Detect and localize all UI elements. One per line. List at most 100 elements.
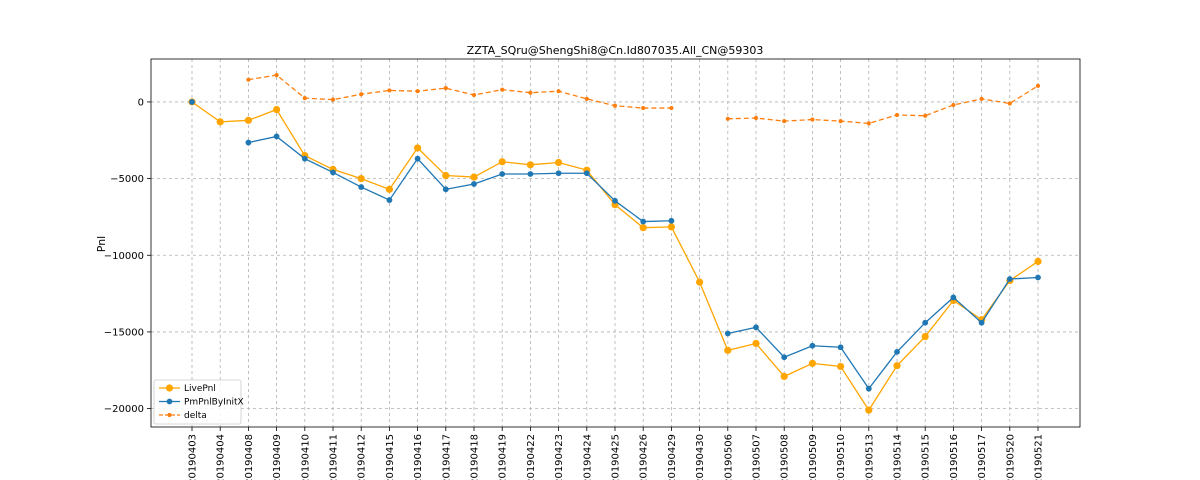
x-tick-label: 20190403 (188, 434, 199, 480)
data-point (301, 155, 308, 162)
data-point (386, 197, 393, 203)
data-point (950, 294, 957, 301)
data-point (443, 86, 448, 91)
data-point (273, 133, 280, 140)
x-tick-label: 20190412 (357, 434, 368, 480)
y-tick-label: −10000 (104, 251, 144, 262)
data-point (498, 158, 506, 166)
data-point (837, 362, 845, 371)
x-tick-label: 20190515 (921, 434, 932, 480)
x-tick-label: 20190418 (470, 434, 481, 480)
data-point (358, 184, 365, 190)
data-point (781, 354, 788, 361)
x-tick-label: 20190521 (1034, 434, 1045, 480)
data-point (555, 170, 562, 177)
data-point (1034, 257, 1042, 265)
data-point (274, 73, 279, 78)
data-point (387, 88, 392, 93)
data-point (470, 173, 478, 181)
series-line (727, 276, 1039, 390)
data-point (245, 139, 252, 146)
x-tick-label: 20190517 (977, 434, 988, 480)
data-point (583, 170, 590, 177)
x-tick-label: 20190424 (582, 434, 593, 480)
data-point (526, 161, 535, 169)
data-point (359, 92, 364, 97)
data-point (528, 90, 533, 95)
series-PmPnlByInitX (189, 99, 1041, 392)
x-tick-label: 20190430 (695, 434, 706, 480)
x-tick-label: 20190419 (498, 434, 509, 480)
data-point (894, 348, 900, 355)
data-point (782, 119, 787, 124)
data-point (640, 218, 647, 225)
series-line (727, 85, 1039, 125)
x-tick-label: 20190516 (949, 434, 960, 480)
data-point (442, 186, 449, 193)
data-point (837, 344, 844, 351)
x-tick-label: 20190426 (639, 434, 650, 480)
data-point (1035, 83, 1041, 88)
data-point (273, 106, 281, 114)
x-tick-label: 20190506 (723, 434, 734, 480)
legend-label: LivePnl (184, 384, 216, 394)
legend-label: delta (184, 411, 207, 421)
data-point (471, 92, 477, 98)
data-point (865, 406, 873, 414)
data-point (442, 171, 450, 180)
series-line (191, 101, 1039, 412)
x-tick-label: 20190409 (272, 434, 283, 480)
plot-frame (150, 58, 1081, 428)
data-point (414, 144, 422, 152)
data-point (894, 112, 900, 118)
legend-box (153, 379, 242, 425)
data-point (500, 87, 505, 92)
data-point (612, 103, 618, 108)
y-axis-label: Pnl (95, 236, 108, 252)
data-point (893, 362, 901, 370)
data-point (809, 342, 816, 349)
data-point (641, 105, 646, 111)
x-tick-label: 20190416 (413, 434, 424, 480)
data-point (724, 330, 731, 337)
y-axis: 0 −5000 −10000 −15000 −20000 (104, 97, 151, 415)
data-point (922, 319, 929, 326)
series-delta (246, 73, 1041, 126)
data-point (978, 319, 985, 326)
data-point (527, 171, 534, 177)
y-tick-label: −15000 (104, 327, 144, 338)
x-tick-label: 20190510 (836, 434, 847, 480)
legend: LivePnl PmPnlByInitX delta (153, 379, 244, 425)
data-point (499, 171, 506, 177)
data-point (414, 155, 421, 162)
data-point (584, 96, 589, 101)
data-point (415, 89, 420, 94)
grid-lines (151, 59, 1080, 427)
data-point (667, 223, 676, 231)
legend-marker-LivePnl (165, 384, 174, 392)
data-point (216, 118, 224, 126)
x-tick-label: 20190507 (752, 434, 763, 480)
data-point (357, 175, 365, 183)
data-point (189, 99, 195, 105)
x-tick-label: 20190422 (526, 434, 537, 480)
x-tick-label: 20190520 (1005, 434, 1016, 480)
data-point (838, 119, 843, 124)
data-point (951, 102, 956, 108)
x-tick-label: 20190509 (808, 434, 819, 480)
y-tick-label: −20000 (104, 404, 144, 415)
data-point (865, 385, 872, 392)
data-point (808, 359, 817, 367)
x-tick-label: 20190417 (441, 434, 452, 480)
data-point (753, 115, 759, 121)
data-point (639, 224, 647, 232)
data-point (810, 117, 815, 122)
data-point (668, 217, 675, 224)
legend-marker-PmPnlByInitX (166, 398, 173, 405)
x-tick-label: 20190514 (893, 434, 904, 480)
series-line (248, 74, 672, 109)
data-point (725, 116, 730, 121)
data-point (752, 339, 760, 348)
x-tick-label: 20190415 (385, 434, 396, 480)
x-axis: 20190403 20190404 20190408 20190409 20190410… (188, 427, 1045, 480)
